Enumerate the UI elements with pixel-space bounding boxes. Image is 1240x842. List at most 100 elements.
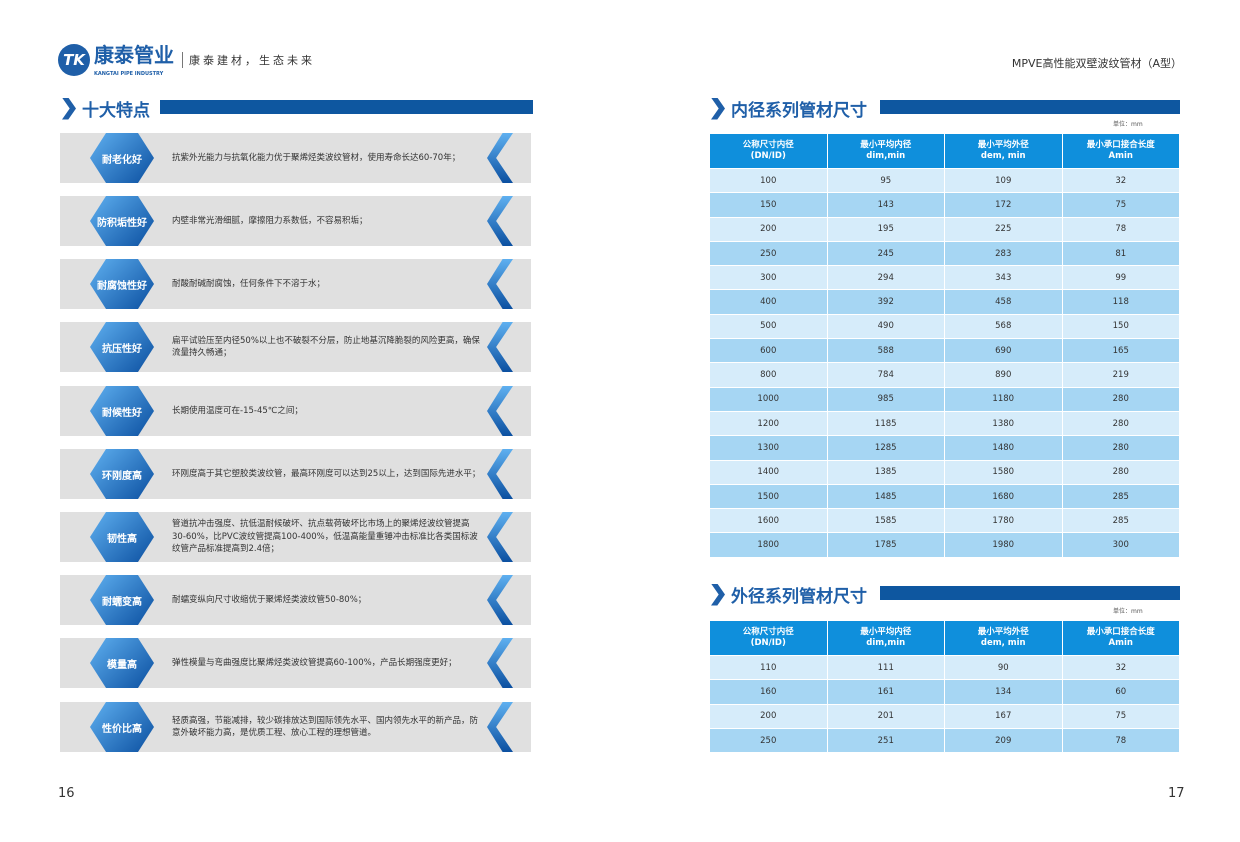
table-cell: 280: [1061, 410, 1180, 437]
feature-description: 扁平试验压至内径50%以上也不破裂不分层，防止地基沉降脆裂的风险更高，确保流量持…: [172, 322, 481, 372]
table-cell: 1400: [709, 459, 828, 485]
table-row: 1200 1185 1380 280: [709, 410, 1180, 437]
inner-heading: 内径系列管材尺寸: [711, 96, 867, 121]
table-row: 500 490 568 150: [709, 313, 1180, 340]
feature-item: 防积垢性好 内壁非常光滑细腻，摩擦阻力系数低，不容易积垢；: [60, 196, 531, 246]
column-header-sub: Amin: [1108, 151, 1133, 161]
brand-logo: TK 康泰管业 KANGTAI PIPE INDUSTRY 康泰建材，生态未来: [58, 42, 315, 78]
features-title: 十大特点: [82, 101, 150, 121]
table-cell: 100: [709, 167, 828, 194]
chevron-right-icon: [62, 97, 76, 120]
feature-item: 模量高 弹性模量与弯曲强度比聚烯烃类波纹管提高60-100%，产品长期强度更好；: [60, 638, 531, 688]
chevron-left-icon: [487, 133, 513, 183]
table-row: 600 588 690 165: [709, 338, 1180, 364]
feature-description: 长期使用温度可在-15-45℃之间；: [172, 386, 481, 436]
feature-description: 轻质高强，节能减排，较少碳排放达到国际领先水平、国内领先水平的新产品，防意外破坏…: [172, 702, 481, 752]
table-row: 300 294 343 99: [709, 265, 1180, 291]
table-cell: 588: [826, 338, 945, 364]
table-row: 250 245 283 81: [709, 240, 1180, 267]
table-cell: 1580: [944, 459, 1063, 485]
table-cell: 110: [709, 654, 828, 681]
feature-badge: 模量高: [90, 638, 154, 688]
logo-text: 康泰管业 KANGTAI PIPE INDUSTRY: [94, 42, 174, 78]
table-cell: 109: [944, 167, 1063, 194]
table-cell: 1600: [709, 508, 828, 534]
table-cell: 784: [826, 362, 945, 388]
feature-description: 管道抗冲击强度、抗低温耐候破坏、抗点载荷破坏比市场上的聚烯烃波纹管提高30-60…: [172, 512, 481, 562]
table-row: 400 392 458 118: [709, 289, 1180, 315]
feature-description: 抗紫外光能力与抗氧化能力优于聚烯烃类波纹管材，使用寿命长达60-70年；: [172, 133, 481, 183]
feature-badge: 防积垢性好: [90, 196, 154, 246]
feature-badge: 性价比高: [90, 702, 154, 752]
feature-description-text: 抗紫外光能力与抗氧化能力优于聚烯烃类波纹管材，使用寿命长达60-70年；: [172, 152, 461, 163]
table-cell: 280: [1061, 435, 1180, 461]
column-header: 公称尺寸内径 (DN/ID): [709, 133, 828, 169]
chevron-left-icon: [487, 322, 513, 372]
table-cell: 32: [1061, 654, 1180, 681]
logo-mark: TK: [58, 44, 90, 76]
chevron-left-icon: [487, 386, 513, 436]
feature-description: 弹性模量与弯曲强度比聚烯烃类波纹管提高60-100%，产品长期强度更好；: [172, 638, 481, 688]
column-header: 最小平均外径 dem, min: [944, 133, 1063, 169]
table-cell: 167: [944, 703, 1063, 729]
column-header-label: 公称尺寸内径: [742, 627, 794, 637]
table-row: 1500 1485 1680 285: [709, 483, 1180, 510]
heading-bar: [880, 586, 1180, 600]
table-cell: 1200: [709, 410, 828, 437]
feature-badge: 抗压性好: [90, 322, 154, 372]
table-cell: 150: [1061, 313, 1180, 340]
feature-item: 抗压性好 扁平试验压至内径50%以上也不破裂不分层，防止地基沉降脆裂的风险更高，…: [60, 322, 531, 372]
feature-badge: 耐候性好: [90, 386, 154, 436]
table-cell: 95: [826, 167, 945, 194]
table-cell: 172: [944, 192, 1063, 218]
table-row: 100 95 109 32: [709, 167, 1180, 194]
unit-label: 单位：mm: [1113, 608, 1143, 615]
table-cell: 458: [944, 289, 1063, 315]
table-cell: 300: [709, 265, 828, 291]
table-cell: 118: [1061, 289, 1180, 315]
chevron-left-icon: [487, 196, 513, 246]
column-header-label: 最小承口接合长度: [1086, 140, 1155, 150]
table-cell: 251: [826, 727, 945, 754]
table-cell: 75: [1061, 192, 1180, 218]
table-row: 110 111 90 32: [709, 654, 1180, 681]
table-cell: 78: [1061, 727, 1180, 754]
chevron-left-icon: [487, 259, 513, 309]
table-cell: 111: [826, 654, 945, 681]
feature-description-text: 内壁非常光滑细腻，摩擦阻力系数低，不容易积垢；: [172, 215, 368, 226]
table-cell: 209: [944, 727, 1063, 754]
column-header: 最小平均外径 dem, min: [944, 620, 1063, 656]
table-cell: 150: [709, 192, 828, 218]
feature-item: 耐蠕变高 耐蠕变纵向尺寸收缩优于聚烯烃类波纹管50-80%；: [60, 575, 531, 625]
table-cell: 1185: [826, 410, 945, 437]
chevron-right-icon: [711, 97, 725, 120]
table-cell: 1980: [944, 532, 1063, 558]
feature-item: 环刚度高 环刚度高于其它塑胶类波纹管，最高环刚度可以达到25以上，达到国际先进水…: [60, 449, 531, 499]
table-cell: 1485: [826, 483, 945, 510]
table-cell: 1300: [709, 435, 828, 461]
table-cell: 201: [826, 703, 945, 729]
column-header: 最小平均内径 dim,min: [826, 133, 945, 169]
table-cell: 1285: [826, 435, 945, 461]
table-cell: 985: [826, 386, 945, 412]
table-cell: 78: [1061, 216, 1180, 242]
feature-description: 耐酸耐碱耐腐蚀，任何条件下不溶于水；: [172, 259, 481, 309]
table-row: 200 195 225 78: [709, 216, 1180, 242]
table-cell: 245: [826, 240, 945, 267]
column-header-label: 公称尺寸内径: [742, 140, 794, 150]
column-header: 公称尺寸内径 (DN/ID): [709, 620, 828, 656]
table-row: 1000 985 1180 280: [709, 386, 1180, 412]
table-cell: 200: [709, 216, 828, 242]
table-cell: 568: [944, 313, 1063, 340]
column-header-label: 最小平均外径: [977, 140, 1029, 150]
feature-item: 韧性高 管道抗冲击强度、抗低温耐候破坏、抗点载荷破坏比市场上的聚烯烃波纹管提高3…: [60, 512, 531, 562]
table-cell: 225: [944, 216, 1063, 242]
feature-item: 性价比高 轻质高强，节能减排，较少碳排放达到国际领先水平、国内领先水平的新产品，…: [60, 702, 531, 752]
table-cell: 32: [1061, 167, 1180, 194]
table-cell: 400: [709, 289, 828, 315]
feature-description-text: 管道抗冲击强度、抗低温耐候破坏、抗点载荷破坏比市场上的聚烯烃波纹管提高30-60…: [172, 519, 478, 555]
table-cell: 490: [826, 313, 945, 340]
column-header-label: 最小平均内径: [860, 627, 912, 637]
table-header-row: 公称尺寸内径 (DN/ID) 最小平均内径 dim,min 最小平均外径 dem, min…: [709, 620, 1180, 656]
feature-description-text: 环刚度高于其它塑胶类波纹管，最高环刚度可以达到25以上，达到国际先进水平；: [172, 468, 481, 479]
